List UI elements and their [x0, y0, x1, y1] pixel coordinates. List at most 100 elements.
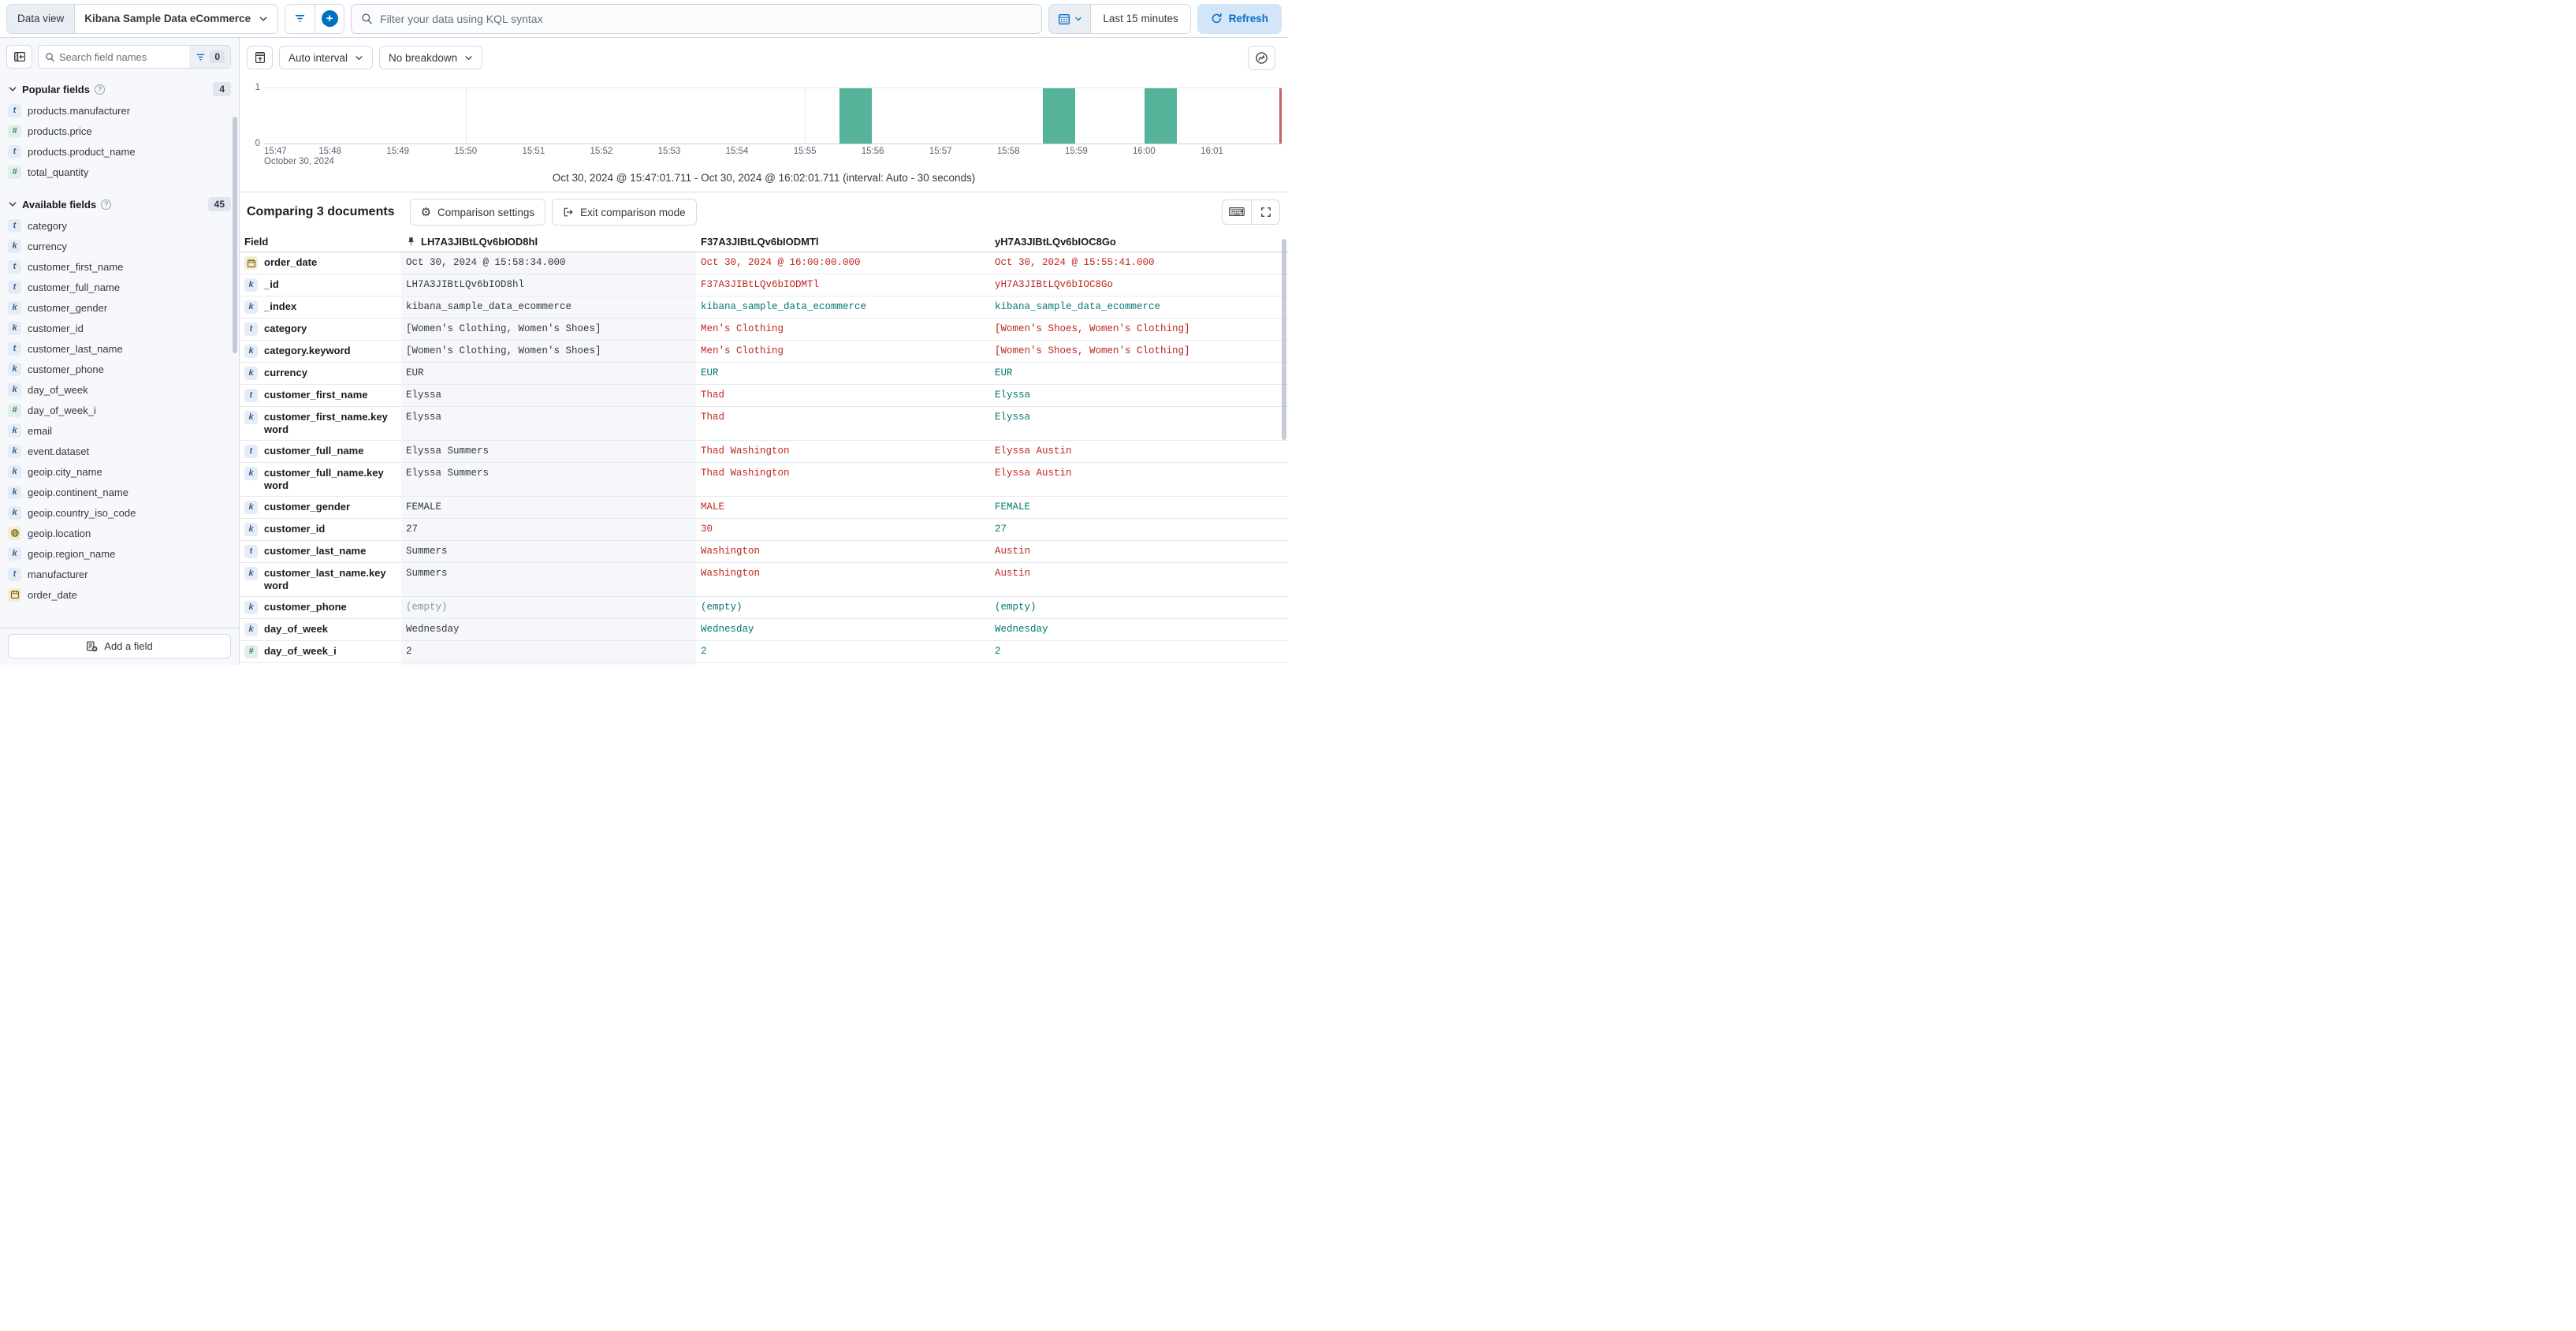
value-cell[interactable]: Elyssa [995, 390, 1031, 401]
fullscreen-button[interactable] [1251, 200, 1279, 224]
value-cell[interactable]: Summers [401, 541, 696, 562]
add-filter-button[interactable] [285, 5, 315, 33]
popular-fields-section-header[interactable]: Popular fields ? 4 [0, 74, 239, 100]
value-cell[interactable]: Wednesday [701, 624, 754, 635]
refresh-button[interactable]: Refresh [1197, 3, 1282, 34]
breakdown-select[interactable]: No breakdown [379, 46, 483, 69]
value-cell[interactable]: FEMALE [995, 501, 1031, 513]
sidebar-field-item[interactable]: k day_of_week [0, 379, 239, 400]
value-cell[interactable]: Washington [701, 546, 761, 557]
value-cell[interactable]: kibana_sample_data_ecommerce [995, 301, 1161, 312]
histogram-bar[interactable] [1042, 88, 1077, 144]
sidebar-field-item[interactable]: # products.price [0, 121, 239, 141]
comparison-settings-button[interactable]: ⚙ Comparison settings [409, 199, 546, 226]
sidebar-field-item[interactable]: k geoip.city_name [0, 461, 239, 482]
kql-search-input[interactable] [380, 12, 1033, 25]
value-cell[interactable]: Elyssa Austin [995, 446, 1072, 457]
data-view-picker[interactable]: Data view Kibana Sample Data eCommerce [6, 3, 279, 34]
sidebar-field-item[interactable]: t manufacturer [0, 564, 239, 584]
value-cell[interactable]: Wednesday [401, 619, 696, 640]
value-cell[interactable]: kibana_sample_data_ecommerce [401, 296, 696, 318]
value-cell[interactable]: Thad [701, 412, 725, 423]
value-cell[interactable]: Washington [701, 568, 761, 579]
value-cell[interactable]: Austin [995, 546, 1031, 557]
sidebar-field-item[interactable]: k customer_phone [0, 359, 239, 379]
time-range-display[interactable]: Last 15 minutes [1091, 3, 1191, 34]
edit-visualization-button[interactable] [1248, 45, 1275, 70]
exit-comparison-button[interactable]: Exit comparison mode [552, 199, 697, 226]
sidebar-field-item[interactable]: k customer_gender [0, 297, 239, 318]
value-cell[interactable]: elyssa@summers-family.zzz [401, 663, 696, 665]
field-search-input[interactable] [59, 50, 190, 63]
date-picker-menu-button[interactable] [1048, 3, 1092, 34]
value-cell[interactable]: FEMALE [401, 497, 696, 518]
sidebar-scrollbar[interactable] [233, 117, 237, 353]
value-cell[interactable]: Men's Clothing [701, 323, 784, 334]
field-search-box[interactable]: 0 [38, 45, 231, 69]
value-cell[interactable]: EUR [701, 367, 719, 378]
value-cell[interactable]: 27 [401, 519, 696, 540]
value-cell[interactable]: thad@washington-family.zzz [696, 663, 990, 665]
value-cell[interactable]: (empty) [995, 602, 1037, 613]
value-cell[interactable]: Elyssa Summers [401, 463, 696, 496]
value-cell[interactable]: (empty) [401, 597, 696, 618]
value-cell[interactable]: Elyssa Summers [401, 441, 696, 462]
doc-column-header[interactable]: F37A3JIBtLQv6bIODMTl [701, 236, 819, 248]
sidebar-field-item[interactable]: k event.dataset [0, 441, 239, 461]
sidebar-field-item[interactable]: t products.manufacturer [0, 100, 239, 121]
sidebar-field-item[interactable]: k email [0, 420, 239, 441]
value-cell[interactable]: Oct 30, 2024 @ 15:58:34.000 [401, 252, 696, 274]
sidebar-field-item[interactable]: t category [0, 215, 239, 236]
value-cell[interactable]: [Women's Clothing, Women's Shoes] [401, 319, 696, 340]
value-cell[interactable]: F37A3JIBtLQv6bIODMTl [701, 279, 820, 290]
interval-select[interactable]: Auto interval [279, 46, 374, 69]
value-cell[interactable]: EUR [401, 363, 696, 384]
value-cell[interactable]: Thad [701, 390, 725, 401]
value-cell[interactable]: Thad Washington [701, 446, 790, 457]
available-fields-section-header[interactable]: Available fields ? 45 [0, 189, 239, 215]
value-cell[interactable]: kibana_sample_data_ecommerce [701, 301, 867, 312]
histogram-bar[interactable] [839, 88, 873, 144]
sidebar-field-item[interactable]: t customer_first_name [0, 256, 239, 277]
value-cell[interactable]: Elyssa [995, 412, 1031, 423]
pinned-doc-column-header[interactable]: LH7A3JIBtLQv6bIOD8hl [401, 236, 696, 248]
sidebar-field-item[interactable]: k geoip.region_name [0, 543, 239, 564]
value-cell[interactable]: Elyssa Austin [995, 468, 1072, 479]
sidebar-field-item[interactable]: k currency [0, 236, 239, 256]
value-cell[interactable]: [Women's Clothing, Women's Shoes] [401, 341, 696, 362]
value-cell[interactable]: Elyssa [401, 385, 696, 406]
value-cell[interactable]: 2 [995, 646, 1001, 657]
add-field-button[interactable]: Add a field [8, 634, 231, 658]
value-cell[interactable]: EUR [995, 367, 1013, 378]
keyboard-shortcuts-button[interactable]: ⌨ [1223, 200, 1251, 224]
value-cell[interactable]: Summers [401, 563, 696, 596]
value-cell[interactable]: 30 [701, 524, 713, 535]
value-cell[interactable]: Oct 30, 2024 @ 15:55:41.000 [995, 257, 1155, 268]
value-cell[interactable]: 2 [401, 641, 696, 662]
value-cell[interactable]: LH7A3JIBtLQv6bIOD8hl [401, 274, 696, 296]
sidebar-field-item[interactable]: order_date [0, 584, 239, 605]
sidebar-field-item[interactable]: # day_of_week_i [0, 400, 239, 420]
add-control-button[interactable]: + [315, 4, 344, 33]
value-cell[interactable]: Wednesday [995, 624, 1048, 635]
value-cell[interactable]: Men's Clothing [701, 345, 784, 356]
hide-chart-button[interactable] [247, 46, 273, 69]
sidebar-field-item[interactable]: # total_quantity [0, 162, 239, 182]
sidebar-field-item[interactable]: k geoip.continent_name [0, 482, 239, 502]
table-scrollbar[interactable] [1282, 239, 1286, 440]
value-cell[interactable]: 27 [995, 524, 1007, 535]
sidebar-field-item[interactable]: geoip.location [0, 523, 239, 543]
doc-column-header[interactable]: yH7A3JIBtLQv6bIOC8Go [995, 236, 1116, 248]
kql-search-bar[interactable] [351, 3, 1043, 34]
field-filter-button[interactable]: 0 [189, 46, 230, 68]
value-cell[interactable]: Elyssa [401, 407, 696, 440]
value-cell[interactable]: (empty) [701, 602, 743, 613]
sidebar-field-item[interactable]: t products.product_name [0, 141, 239, 162]
value-cell[interactable]: Oct 30, 2024 @ 16:00:00.000 [701, 257, 861, 268]
value-cell[interactable]: yH7A3JIBtLQv6bIOC8Go [995, 279, 1114, 290]
sidebar-field-item[interactable]: k customer_id [0, 318, 239, 338]
histogram-bar[interactable] [1144, 88, 1178, 144]
value-cell[interactable]: elyssa@austin-family.zzz [990, 663, 1288, 665]
value-cell[interactable]: [Women's Shoes, Women's Clothing] [995, 323, 1190, 334]
collapse-sidebar-button[interactable] [6, 45, 32, 69]
